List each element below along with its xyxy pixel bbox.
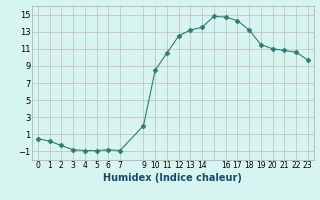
X-axis label: Humidex (Indice chaleur): Humidex (Indice chaleur): [103, 173, 242, 183]
